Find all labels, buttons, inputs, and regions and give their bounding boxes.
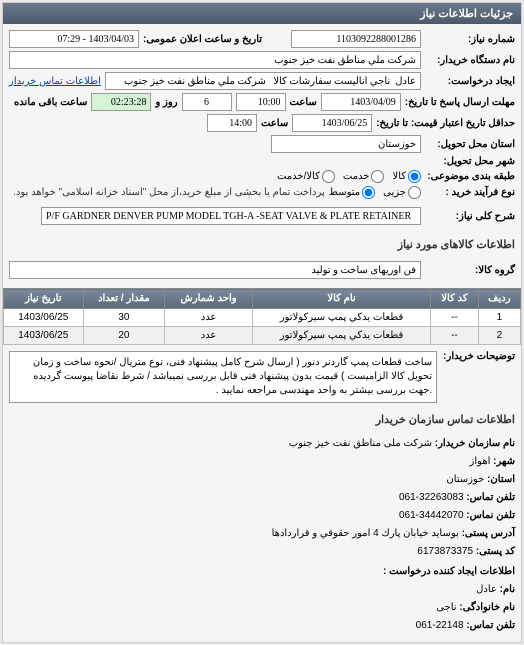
- validity-label: حداقل تاریخ اعتبار قیمت: تا تاریخ:: [376, 118, 515, 129]
- announce-input[interactable]: [9, 30, 139, 48]
- remaining-label: ساعت باقی مانده: [14, 97, 87, 108]
- cat-kala-option[interactable]: کالا: [392, 170, 421, 183]
- col-row: ردیف: [478, 289, 520, 309]
- process-radio-group: جزیی متوسط: [329, 186, 421, 199]
- contact-link[interactable]: اطلاعات تماس خریدار: [9, 76, 101, 87]
- cat-khadamat-radio[interactable]: [371, 170, 384, 183]
- creator-phone-value: 22148-061: [416, 620, 464, 631]
- purchase-process-label: نوع فرآیند خرید :: [425, 187, 515, 198]
- deadline-date-input[interactable]: [321, 93, 401, 111]
- creator-header: اطلاعات ایجاد کننده درخواست :: [383, 566, 515, 577]
- category-radio-group: کالا خدمت کالا/خدمت: [277, 170, 421, 183]
- process-note: پرداخت تمام یا بخشی از مبلغ خرید،از محل …: [13, 187, 325, 198]
- request-create-label: ایجاد درخواست:: [425, 76, 515, 87]
- validity-date-input[interactable]: [292, 114, 372, 132]
- creator-phone-label: تلفن تماس:: [466, 620, 515, 631]
- col-name: نام کالا: [252, 289, 430, 309]
- deadline-label: مهلت ارسال پاسخ تا تاریخ:: [405, 97, 515, 108]
- delivery-province-label: استان محل تحویل:: [425, 139, 515, 150]
- phone-label: تلفن تماس:: [466, 492, 515, 503]
- creator-name-value: عادل: [476, 584, 497, 595]
- table-row[interactable]: 2 -- قطعات يدكي پمپ سيركولاتور عدد 20 14…: [4, 327, 521, 345]
- phone-value: 32263083-061: [399, 492, 464, 503]
- niaz-desc-input[interactable]: [41, 207, 421, 225]
- remaining-time-input: [91, 93, 151, 111]
- category-label: طبقه بندی موضوعی:: [425, 171, 515, 182]
- province-value: خوزستان: [446, 474, 484, 485]
- validity-time-input[interactable]: [207, 114, 257, 132]
- province-label: استان:: [487, 474, 515, 485]
- col-date: تاریخ نیاز: [4, 289, 84, 309]
- days-input[interactable]: [182, 93, 232, 111]
- validity-time-label: ساعت: [261, 118, 288, 129]
- creator-name-label: نام:: [500, 584, 515, 595]
- buyer-notes-text: ساخت قطعات پمپ گاردنر دنور ( ارسال شرح ک…: [9, 351, 437, 403]
- niaz-desc-label: شرح کلی نیاز:: [425, 211, 515, 222]
- proc-mid-radio[interactable]: [362, 186, 375, 199]
- address-label: آدرس پستی:: [462, 528, 515, 539]
- address-value: بوسايد خيابان پارك 4 امور حقوقي و قراردا…: [272, 528, 459, 539]
- proc-mid-option[interactable]: متوسط: [329, 186, 375, 199]
- org-value: شرکت ملی مناطق نفت خیز جنوب: [289, 438, 432, 449]
- deadline-time-input[interactable]: [236, 93, 286, 111]
- cat-kala-khadamat-radio[interactable]: [322, 170, 335, 183]
- panel-title: جزئیات اطلاعات نیاز: [3, 3, 521, 24]
- city-value: اهواز: [470, 456, 491, 467]
- niaz-number-input[interactable]: [291, 30, 421, 48]
- delivery-city-label: شهر محل تحویل:: [425, 156, 515, 167]
- fax-label: تلفن نماس:: [466, 510, 515, 521]
- creator-family-value: ناجی: [436, 602, 456, 613]
- col-code: کد کالا: [431, 289, 479, 309]
- group-label: گروه کالا:: [425, 265, 515, 276]
- creator-family-label: نام خانوادگی:: [459, 602, 515, 613]
- postal-value: 6173873375: [417, 546, 473, 557]
- contact-section: نام سازمان خریدار: شرکت ملی مناطق نفت خی…: [3, 430, 521, 642]
- postal-label: کد پستی:: [476, 546, 515, 557]
- cat-kala-radio[interactable]: [408, 170, 421, 183]
- niaz-number-label: شماره نیاز:: [425, 34, 515, 45]
- cat-kala-khadamat-option[interactable]: کالا/خدمت: [277, 170, 335, 183]
- group-input[interactable]: [9, 261, 421, 279]
- request-create-input[interactable]: [105, 72, 421, 90]
- days-label: روز و: [155, 97, 177, 108]
- fax-value: 34442070-061: [399, 510, 464, 521]
- proc-low-option[interactable]: جزیی: [383, 186, 421, 199]
- deadline-time-label: ساعت: [290, 97, 317, 108]
- announce-label: تاریخ و ساعت اعلان عمومی:: [143, 34, 262, 45]
- contact-subheader: اطلاعات تماس سازمان خریدار: [3, 409, 521, 430]
- city-label: شهر:: [493, 456, 515, 467]
- col-qty: مقدار / تعداد: [83, 289, 165, 309]
- col-unit: واحد شمارش: [165, 289, 253, 309]
- table-row[interactable]: 1 -- قطعات يدكي پمپ سيركولاتور عدد 30 14…: [4, 309, 521, 327]
- org-label: نام سازمان خریدار:: [435, 438, 515, 449]
- proc-low-radio[interactable]: [408, 186, 421, 199]
- items-subheader: اطلاعات کالاهای مورد نیاز: [3, 234, 521, 255]
- buyer-notes-label: توضیحات خریدار:: [443, 351, 515, 362]
- device-input[interactable]: [9, 51, 421, 69]
- cat-khadamat-option[interactable]: خدمت: [343, 170, 385, 183]
- items-table: ردیف کد کالا نام کالا واحد شمارش مقدار /…: [3, 288, 521, 345]
- delivery-province-input[interactable]: [271, 135, 421, 153]
- device-label: نام دستگاه خریدار:: [425, 55, 515, 66]
